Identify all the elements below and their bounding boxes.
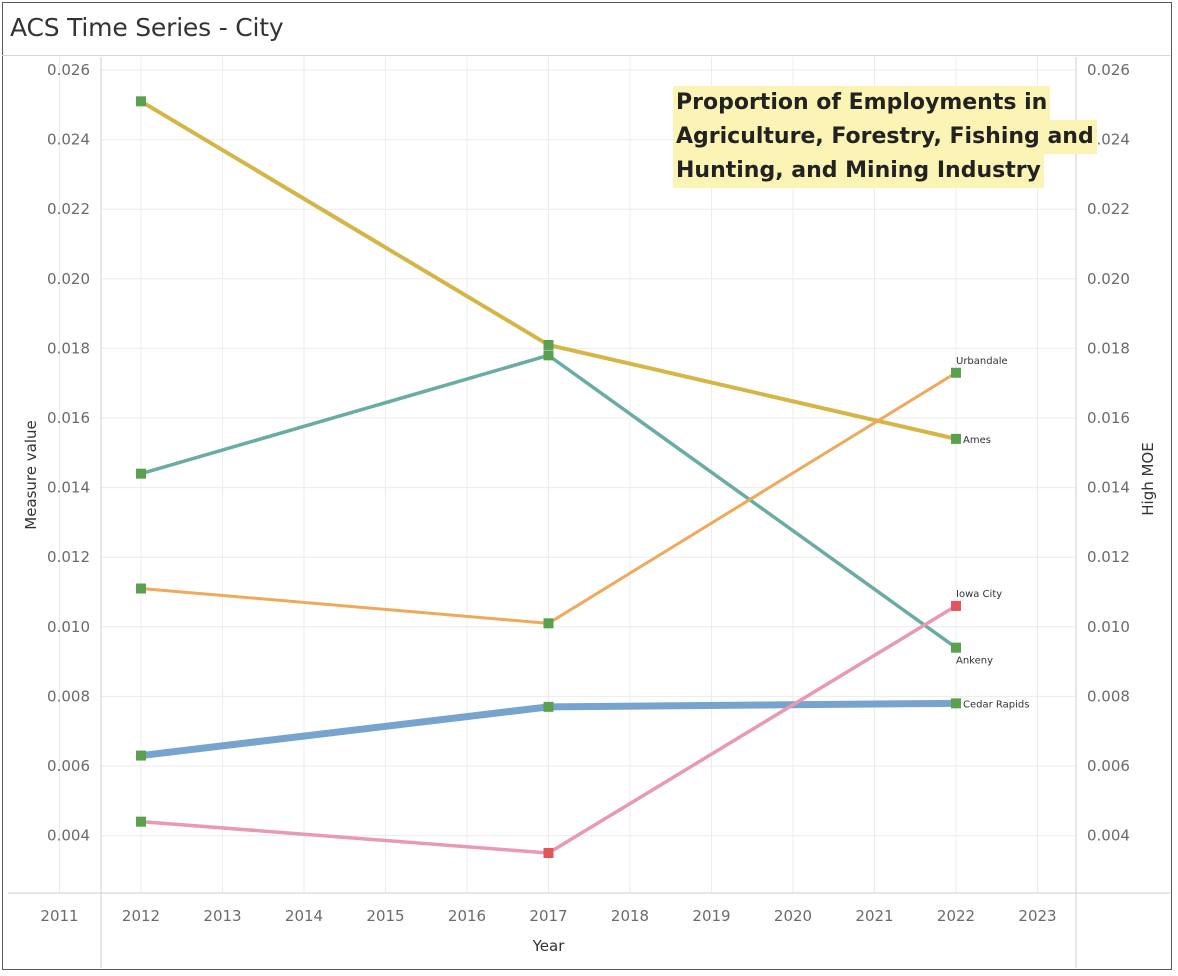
x-tick-label: 2022 <box>937 907 975 925</box>
y-tick-label-left: 0.010 <box>47 618 90 636</box>
y-tick-label-right: 0.004 <box>1087 827 1130 845</box>
x-tick-label: 2011 <box>40 907 78 925</box>
x-tick-label: 2019 <box>692 907 730 925</box>
data-point-cedar-rapids <box>951 698 961 709</box>
data-point-cedar-rapids <box>136 750 146 761</box>
y-tick-label-right: 0.026 <box>1087 61 1130 79</box>
title-divider <box>2 55 1170 56</box>
y-tick-label-left: 0.012 <box>47 548 90 566</box>
x-tick-label: 2013 <box>203 907 241 925</box>
x-tick-label: 2012 <box>122 907 160 925</box>
end-label-ankeny: Ankeny <box>956 656 993 667</box>
y-tick-label-left: 0.024 <box>47 131 90 149</box>
annotation-line-2: Agriculture, Forestry, Fishing and <box>673 120 1097 154</box>
data-point-cedar-rapids <box>543 701 554 712</box>
y-tick-label-right: 0.022 <box>1087 200 1130 218</box>
annotation-line-3: Hunting, and Mining Industry <box>673 154 1044 188</box>
y-tick-label-left: 0.022 <box>47 200 90 218</box>
y-tick-label-right: 0.018 <box>1087 339 1130 357</box>
y-tick-label-left: 0.006 <box>47 757 90 775</box>
y-tick-label-right: 0.016 <box>1087 409 1130 427</box>
data-point-ames <box>136 96 146 107</box>
y-tick-label-left: 0.004 <box>47 827 90 845</box>
x-tick-label: 2016 <box>448 907 486 925</box>
data-point-iowa-city <box>136 816 146 827</box>
end-label-ames: Ames <box>963 435 991 446</box>
data-point-ankeny <box>543 350 554 361</box>
x-tick-label: 2020 <box>774 907 812 925</box>
y-tick-label-right: 0.010 <box>1087 618 1130 636</box>
y-tick-label-right: 0.014 <box>1087 479 1130 497</box>
x-tick-label: 2018 <box>611 907 649 925</box>
chart-annotation: Proportion of Employments in Agriculture… <box>673 86 1097 188</box>
data-point-urbandale <box>543 618 554 629</box>
end-label-iowa-city: Iowa City <box>956 589 1002 600</box>
y-tick-label-right: 0.024 <box>1087 131 1130 149</box>
data-point-ankeny <box>951 642 961 653</box>
data-point-urbandale <box>136 583 146 594</box>
x-tick-label: 2014 <box>285 907 323 925</box>
data-point-urbandale <box>951 367 961 378</box>
data-point-iowa-city <box>951 600 961 611</box>
page-title: ACS Time Series - City <box>10 13 284 42</box>
x-tick-label: 2023 <box>1018 907 1056 925</box>
y-axis-title-right: High MOE <box>1139 442 1157 515</box>
y-tick-label-left: 0.018 <box>47 339 90 357</box>
data-point-ames <box>951 433 961 444</box>
annotation-line-1: Proportion of Employments in <box>673 86 1051 120</box>
x-axis-title: Year <box>532 937 566 955</box>
x-tick-label: 2015 <box>366 907 404 925</box>
y-tick-label-right: 0.012 <box>1087 548 1130 566</box>
y-tick-label-left: 0.026 <box>47 61 90 79</box>
data-point-iowa-city <box>543 848 554 858</box>
y-tick-label-left: 0.008 <box>47 687 90 705</box>
data-point-ames <box>543 339 554 350</box>
x-tick-label: 2021 <box>855 907 893 925</box>
y-tick-label-left: 0.014 <box>47 479 90 497</box>
y-tick-label-right: 0.020 <box>1087 270 1130 288</box>
y-tick-label-right: 0.008 <box>1087 687 1130 705</box>
data-point-ankeny <box>136 468 146 479</box>
y-tick-label-right: 0.006 <box>1087 757 1130 775</box>
y-tick-label-left: 0.016 <box>47 409 90 427</box>
end-label-cedar-rapids: Cedar Rapids <box>963 699 1029 710</box>
y-tick-label-left: 0.020 <box>47 270 90 288</box>
x-tick-label: 2017 <box>529 907 567 925</box>
end-label-urbandale: Urbandale <box>956 356 1008 367</box>
y-axis-title-left: Measure value <box>22 420 40 530</box>
